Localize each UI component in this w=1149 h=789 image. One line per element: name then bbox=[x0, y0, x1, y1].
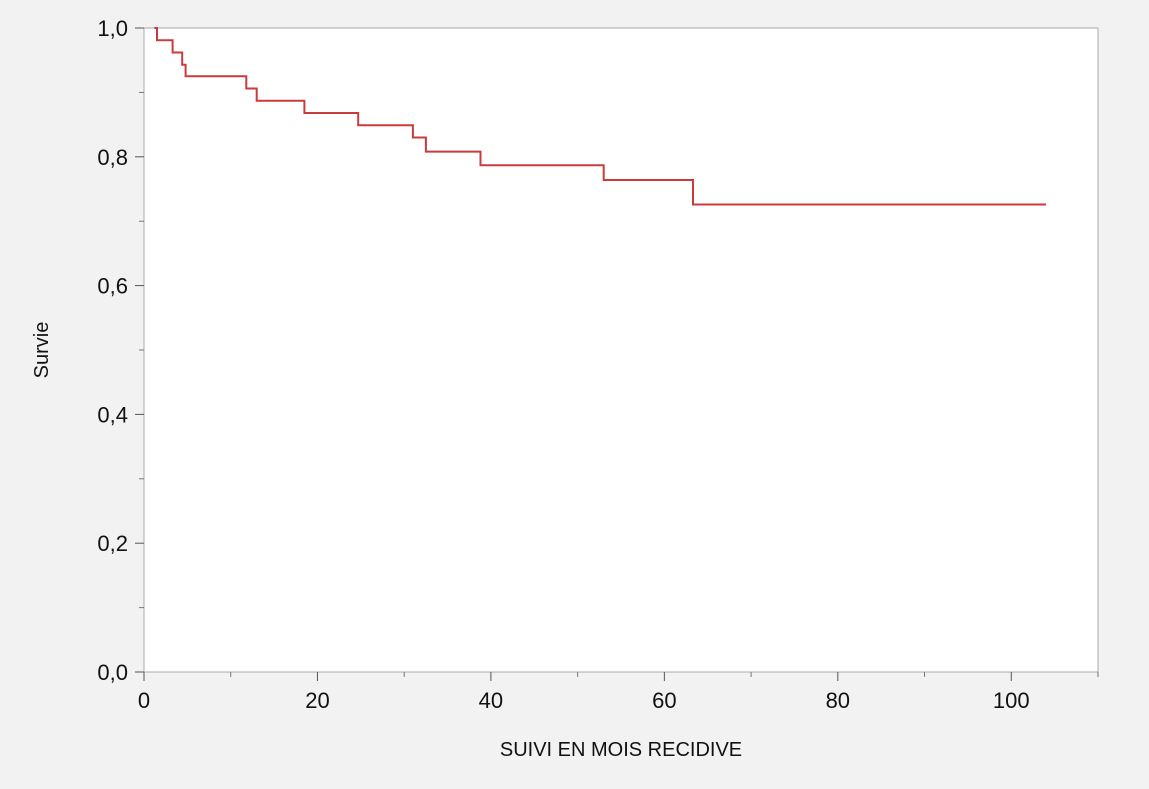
x-axis-title: SUIVI EN MOIS RECIDIVE bbox=[500, 739, 742, 761]
plot-area bbox=[143, 27, 1099, 673]
x-tick-label: 20 bbox=[305, 688, 329, 713]
y-tick-label: 0,2 bbox=[97, 531, 128, 556]
x-tick-label: 40 bbox=[479, 688, 503, 713]
y-tick-label: 0,6 bbox=[97, 274, 128, 299]
y-tick-label: 0,4 bbox=[97, 402, 128, 427]
survival-curve bbox=[154, 27, 1046, 206]
y-tick-label: 0,0 bbox=[97, 660, 128, 685]
x-tick-label: 0 bbox=[138, 688, 150, 713]
y-tick-label: 0,8 bbox=[97, 145, 128, 170]
x-tick-label: 80 bbox=[826, 688, 850, 713]
axis-tick-labels: 0 20 40 60 80 100 0,0 0,2 0,4 0,6 0,8 1,0 bbox=[97, 16, 1029, 713]
x-tick-label: 60 bbox=[652, 688, 676, 713]
y-axis-title: Survie bbox=[31, 322, 53, 379]
series-layer bbox=[154, 27, 1046, 206]
y-tick-label: 1,0 bbox=[97, 16, 128, 41]
axis-ticks bbox=[135, 27, 1099, 681]
x-tick-label: 100 bbox=[993, 688, 1030, 713]
